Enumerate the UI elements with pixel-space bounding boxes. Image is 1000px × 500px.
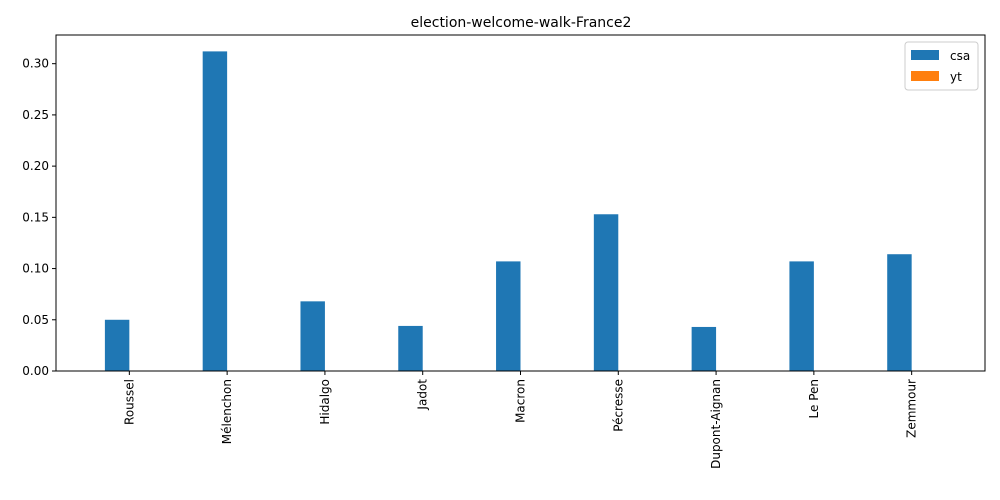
legend-swatch-csa [911, 50, 939, 60]
bar-csa-2 [300, 301, 325, 371]
x-tick-label: Hidalgo [318, 379, 332, 425]
legend: csa yt [904, 41, 979, 91]
x-tick-label: Pécresse [611, 379, 625, 432]
y-tick-label: 0.25 [22, 108, 49, 122]
y-tick-label: 0.20 [22, 159, 49, 173]
plot-frame [55, 34, 986, 372]
bars-group [104, 51, 912, 371]
bar-csa-1 [202, 51, 228, 371]
y-tick-label: 0.15 [22, 210, 49, 224]
y-axis: 0.00 0.05 0.10 0.15 0.20 0.25 0.30 [22, 57, 56, 378]
bar-csa-5 [593, 214, 619, 371]
bar-csa-3 [398, 325, 423, 371]
x-axis: Roussel Mélenchon Hidalgo Jadot Macron Pécres… [122, 371, 919, 469]
y-tick-label: 0.30 [22, 57, 49, 71]
legend-label-csa: csa [950, 49, 970, 63]
x-tick-label: Mélenchon [220, 379, 234, 444]
x-tick-label: Dupont-Aignan [709, 379, 723, 469]
x-tick-label: Roussel [122, 379, 136, 425]
bar-csa-6 [691, 326, 717, 371]
bar-csa-4 [496, 261, 521, 371]
bar-csa-7 [789, 261, 814, 371]
y-tick-label: 0.05 [22, 313, 49, 327]
legend-label-yt: yt [950, 70, 962, 84]
x-tick-label: Jadot [416, 379, 430, 411]
bar-csa-0 [104, 319, 130, 371]
x-tick-label: Le Pen [807, 379, 821, 418]
legend-swatch-yt [911, 71, 939, 81]
x-tick-label: Zemmour [905, 379, 919, 438]
y-tick-label: 0.10 [22, 262, 49, 276]
y-tick-label: 0.00 [22, 364, 49, 378]
x-tick-label: Macron [514, 379, 528, 423]
bar-csa-8 [887, 254, 912, 371]
chart-title: election-welcome-walk-France2 [411, 15, 632, 31]
